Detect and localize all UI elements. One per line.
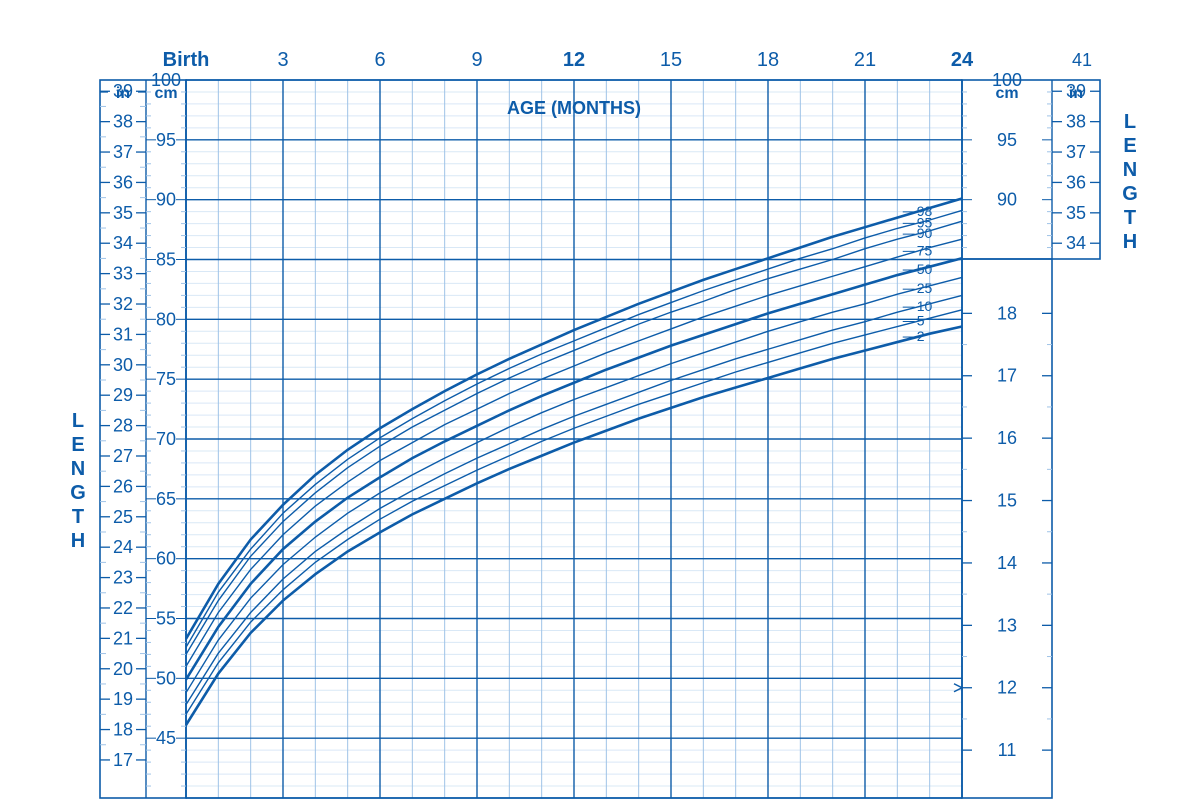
right-lower-label: 16 [997, 428, 1017, 448]
in-right-35: 35 [1066, 203, 1086, 223]
pct-label-50: 50 [917, 261, 933, 277]
pct-label-25: 25 [917, 280, 933, 296]
in-left-33: 33 [113, 264, 133, 284]
vertical-length-label: T [1124, 207, 1136, 229]
x-tick-15: 15 [660, 49, 682, 71]
in-left-21: 21 [113, 628, 133, 648]
pct-label-75: 75 [917, 242, 933, 258]
in-left-38: 38 [113, 112, 133, 132]
cm-left-95: 95 [156, 130, 176, 150]
x-tick-3: 3 [277, 49, 288, 71]
unit-in-right: in [1069, 85, 1083, 102]
cm-left-70: 70 [156, 429, 176, 449]
right-lower-label: 12 [997, 678, 1017, 698]
x-tick-6: 6 [374, 49, 385, 71]
axis-title: AGE (MONTHS) [507, 98, 641, 118]
right-lower-label: 13 [997, 615, 1017, 635]
cm-right-90: 90 [997, 190, 1017, 210]
in-left-27: 27 [113, 446, 133, 466]
in-left-22: 22 [113, 598, 133, 618]
vertical-length-label: N [71, 458, 85, 480]
vertical-length-label: N [1123, 159, 1137, 181]
in-right-38: 38 [1066, 112, 1086, 132]
pct-label-90: 90 [917, 225, 933, 241]
right-lower-label: 18 [997, 303, 1017, 323]
vertical-length-label: G [70, 482, 86, 504]
cm-left-85: 85 [156, 250, 176, 270]
in-left-32: 32 [113, 294, 133, 314]
cm-left-90: 90 [156, 190, 176, 210]
cm-left-60: 60 [156, 549, 176, 569]
in-left-28: 28 [113, 416, 133, 436]
unit-in-left: in [116, 85, 130, 102]
in-left-31: 31 [113, 324, 133, 344]
right-lower-label: 15 [997, 491, 1017, 511]
in-left-37: 37 [113, 142, 133, 162]
in-left-18: 18 [113, 720, 133, 740]
cm-right-95: 95 [997, 130, 1017, 150]
in-left-34: 34 [113, 233, 133, 253]
unit-cm-right: cm [995, 85, 1018, 102]
cm-left-75: 75 [156, 369, 176, 389]
vertical-length-label: E [1123, 135, 1136, 157]
x-tick-21: 21 [854, 49, 876, 71]
in-left-29: 29 [113, 385, 133, 405]
in-left-26: 26 [113, 476, 133, 496]
x-tick-Birth: Birth [163, 49, 210, 71]
right-lower-label: 17 [997, 366, 1017, 386]
vertical-length-label: L [72, 410, 84, 432]
unit-cm-left: cm [154, 85, 177, 102]
right-lower-label: 14 [997, 553, 1017, 573]
in-top-extra: 41 [1072, 50, 1092, 70]
x-tick-12: 12 [563, 49, 585, 71]
vertical-length-label: L [1124, 111, 1136, 133]
cm-left-50: 50 [156, 668, 176, 688]
pct-label-2: 2 [917, 328, 925, 344]
in-left-19: 19 [113, 689, 133, 709]
in-left-36: 36 [113, 172, 133, 192]
vertical-length-label: H [1123, 231, 1137, 253]
in-left-24: 24 [113, 537, 133, 557]
cm-left-80: 80 [156, 309, 176, 329]
cm-left-55: 55 [156, 609, 176, 629]
vertical-length-label: G [1122, 183, 1138, 205]
in-right-34: 34 [1066, 233, 1086, 253]
x-tick-9: 9 [471, 49, 482, 71]
in-right-37: 37 [1066, 142, 1086, 162]
in-left-35: 35 [113, 203, 133, 223]
x-tick-18: 18 [757, 49, 779, 71]
right-lower-label: 11 [998, 740, 1017, 760]
vertical-length-label: E [71, 434, 84, 456]
in-left-25: 25 [113, 507, 133, 527]
vertical-length-label: H [71, 530, 85, 552]
in-left-20: 20 [113, 659, 133, 679]
vertical-length-label: T [72, 506, 84, 528]
in-right-36: 36 [1066, 172, 1086, 192]
pct-label-5: 5 [917, 312, 925, 328]
cm-left-65: 65 [156, 489, 176, 509]
in-left-23: 23 [113, 568, 133, 588]
x-tick-24: 24 [951, 49, 974, 71]
cm-left-45: 45 [156, 728, 176, 748]
in-left-17: 17 [113, 750, 133, 770]
growth-chart: 11121314151617189895907550251052Birth369… [0, 0, 1200, 800]
in-left-30: 30 [113, 355, 133, 375]
